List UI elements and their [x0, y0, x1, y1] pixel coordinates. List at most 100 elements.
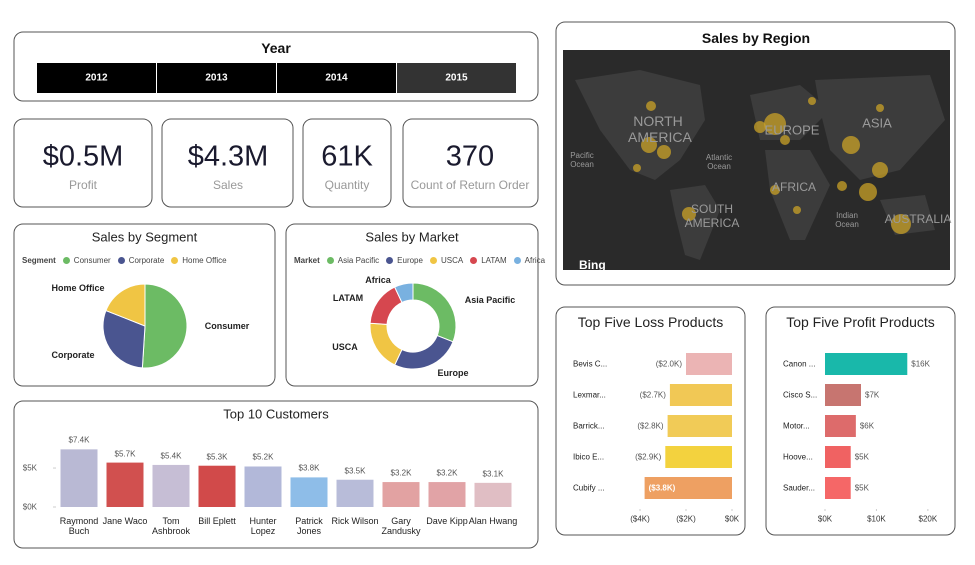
chart-title: Top Five Profit Products: [786, 313, 935, 330]
data-label: $5K: [854, 452, 869, 462]
slicer-option[interactable]: 2012: [85, 72, 108, 84]
data-label: LATAM: [332, 292, 364, 303]
bar: [336, 479, 374, 507]
x-tick-label: ($2K): [676, 514, 696, 524]
card-value: $0.5M: [42, 140, 124, 173]
map-land: [575, 70, 945, 260]
bar: [382, 482, 420, 507]
data-label: Asia Pacific: [464, 294, 516, 305]
bar: [667, 415, 732, 437]
bar: [825, 353, 908, 375]
legend-marker: [470, 257, 478, 264]
slicer-button[interactable]: [397, 63, 516, 93]
data-label: Consumer: [204, 320, 250, 331]
x-tick-label: $0K: [817, 514, 833, 524]
data-label: $3.2K: [436, 468, 458, 478]
slicer-button[interactable]: [157, 63, 276, 93]
slicer-option[interactable]: 2013: [205, 72, 228, 84]
slicer-option[interactable]: 2015: [445, 72, 468, 84]
data-label: $5.4K: [160, 451, 182, 461]
x-tick-label: Dave Kipp: [426, 516, 468, 526]
data-label: ($2.8K): [637, 421, 664, 431]
legend-label: Asia Pacific: [337, 256, 380, 265]
slicer-button[interactable]: [277, 63, 396, 93]
data-label: $5.7K: [114, 448, 136, 458]
x-tick-label: $10K: [867, 514, 886, 524]
bar: [198, 465, 236, 507]
data-label: $3.1K: [482, 469, 504, 479]
legend-label: Africa: [524, 256, 546, 265]
slicer-button[interactable]: [37, 63, 156, 93]
map-label: Atlantic Ocean: [705, 152, 733, 171]
chart-title: Sales by Market: [365, 229, 459, 245]
legend-label: USCA: [440, 256, 464, 265]
data-label: ($2.7K): [639, 390, 666, 400]
bar: [152, 464, 190, 507]
legend-label: Home Office: [182, 256, 227, 265]
y-tick-label: Bevis C...: [573, 359, 608, 369]
legend-marker: [386, 257, 394, 264]
chart-title: Top 10 Customers: [223, 406, 329, 422]
legend-label: Europe: [397, 256, 423, 265]
slicer-option[interactable]: 2014: [325, 72, 348, 84]
data-label: ($2.0K): [655, 359, 682, 369]
legend-marker: [62, 257, 70, 264]
map-label: Pacific Ocean: [570, 150, 594, 169]
legend: Market Asia Pacific Europe USCA LATAM Africa: [294, 256, 545, 265]
data-label: ($3.8K): [648, 483, 676, 493]
data-label: $7.4K: [68, 435, 90, 445]
x-tick-label: $0K: [724, 514, 740, 524]
legend-title: Segment: [22, 256, 56, 265]
card-value: $4.3M: [187, 140, 269, 173]
bar: [106, 462, 144, 507]
card-panel: [402, 118, 539, 208]
x-tick-label: Alan Hwang: [468, 516, 518, 526]
legend-label: LATAM: [481, 256, 507, 265]
x-tick-label: Tom Ashbrook: [151, 516, 191, 537]
slicer-title: Year: [261, 39, 291, 56]
bar: [474, 482, 512, 507]
card-label: Count of Return Order: [410, 178, 530, 193]
slice: [102, 309, 146, 369]
data-label: Africa: [365, 274, 391, 285]
card-label: Sales: [212, 178, 244, 193]
legend: Segment Consumer Corporate Home Office: [22, 256, 227, 265]
y-tick-label: Lexmar...: [573, 390, 606, 400]
bar: [60, 449, 98, 507]
map-label: AFRICA: [771, 180, 817, 195]
chart-panel: [765, 306, 956, 536]
y-tick-label: Hoove...: [783, 452, 813, 462]
card-panel: [13, 118, 153, 208]
y-tick-label: Motor...: [783, 421, 810, 431]
y-tick-label: Barrick...: [573, 421, 605, 431]
x-tick-label: Rick Wilson: [331, 516, 379, 526]
map-label: NORTH AMERICA: [628, 112, 692, 145]
y-tick-label: Cubify ...: [573, 483, 605, 493]
data-label: $3.2K: [390, 468, 412, 478]
bar: [686, 353, 732, 375]
card-label: Quantity: [324, 178, 370, 193]
card-value: 61K: [321, 140, 373, 173]
map-logo: Bing: [579, 258, 606, 273]
x-tick-label: Gary Zandusky: [381, 516, 421, 537]
x-tick-label: $20K: [918, 514, 938, 524]
bar: [825, 384, 861, 406]
map-label: EUROPE: [764, 122, 820, 138]
map-label: Indian Ocean: [835, 210, 859, 229]
chart-title: Top Five Loss Products: [577, 313, 724, 330]
map-label: ASIA: [862, 115, 892, 131]
y-tick-label: Canon ...: [783, 359, 816, 369]
x-tick-label: Bill Eplett: [198, 516, 236, 526]
data-label: Home Office: [51, 282, 105, 293]
data-label: Corporate: [51, 349, 95, 360]
map-title: Sales by Region: [701, 29, 811, 46]
data-label: $5.2K: [252, 452, 274, 462]
legend-label: Consumer: [73, 256, 111, 265]
legend-label: Corporate: [128, 256, 165, 265]
legend-marker: [429, 257, 437, 264]
bar: [825, 477, 851, 499]
slice: [105, 283, 146, 327]
data-label: USCA: [332, 341, 358, 352]
bar: [825, 446, 851, 468]
